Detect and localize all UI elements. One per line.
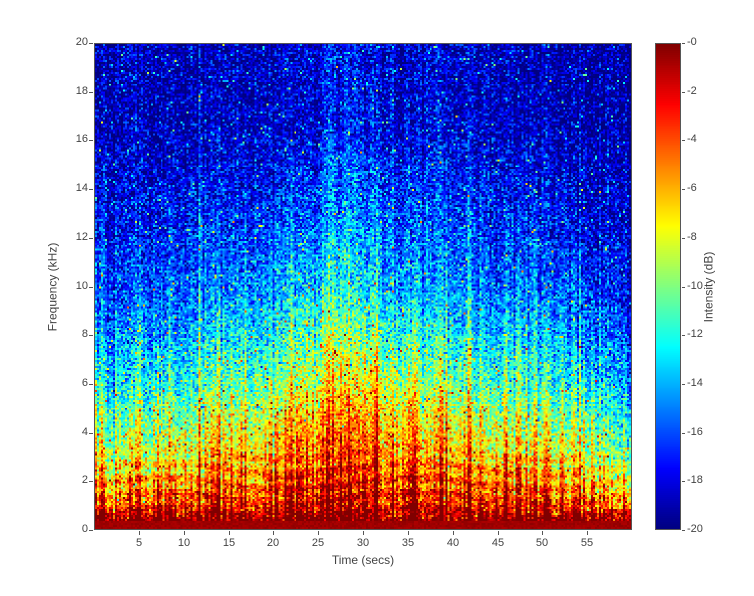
- y-tick-label: 2: [81, 474, 88, 486]
- x-tick-mark: [139, 531, 140, 535]
- colorbar-tick-mark: [682, 335, 685, 336]
- colorbar-tick-mark: [682, 481, 685, 482]
- y-tick-label: 14: [75, 182, 88, 194]
- y-axis-label: Frequency (kHz): [45, 242, 59, 331]
- y-tick-label: 6: [81, 377, 88, 389]
- y-tick-mark: [89, 287, 93, 288]
- y-tick-label: 16: [75, 133, 88, 145]
- x-tick-label: 35: [401, 537, 415, 549]
- y-tick-label: 8: [81, 328, 88, 340]
- colorbar-tick-label: -18: [687, 474, 703, 486]
- y-tick-label: 12: [75, 231, 88, 243]
- y-tick-mark: [89, 238, 93, 239]
- y-tick-mark: [89, 335, 93, 336]
- y-tick-mark: [89, 384, 93, 385]
- x-axis-label: Time (secs): [331, 553, 395, 567]
- y-tick-mark: [89, 433, 93, 434]
- colorbar-tick-label: -4: [687, 133, 697, 145]
- y-tick-label: 0: [81, 523, 88, 535]
- spectrogram-heatmap: [94, 43, 632, 530]
- x-tick-label: 10: [177, 537, 191, 549]
- colorbar-tick-label: -6: [687, 182, 697, 194]
- x-tick-label: 15: [222, 537, 236, 549]
- x-tick-mark: [229, 531, 230, 535]
- colorbar-tick-mark: [682, 238, 685, 239]
- y-tick-mark: [89, 140, 93, 141]
- colorbar-tick-label: -2: [687, 85, 697, 97]
- x-tick-mark: [184, 531, 185, 535]
- x-tick-mark: [273, 531, 274, 535]
- y-tick-label: 18: [75, 85, 88, 97]
- x-tick-label: 20: [266, 537, 280, 549]
- colorbar-tick-mark: [682, 530, 685, 531]
- y-tick-mark: [89, 43, 93, 44]
- x-tick-label: 40: [446, 537, 460, 549]
- y-tick-mark: [89, 189, 93, 190]
- x-tick-mark: [542, 531, 543, 535]
- x-tick-mark: [318, 531, 319, 535]
- x-tick-label: 5: [135, 537, 143, 549]
- colorbar-tick-label: -16: [687, 426, 703, 438]
- y-tick-label: 10: [75, 280, 88, 292]
- x-tick-label: 25: [311, 537, 325, 549]
- x-tick-mark: [587, 531, 588, 535]
- y-tick-mark: [89, 530, 93, 531]
- colorbar-tick-label: -14: [687, 377, 703, 389]
- colorbar-tick-label: -20: [687, 523, 703, 535]
- colorbar-tick-label: -10: [687, 280, 703, 292]
- x-tick-mark: [363, 531, 364, 535]
- colorbar-tick-mark: [682, 92, 685, 93]
- y-tick-mark: [89, 92, 93, 93]
- x-tick-label: 30: [356, 537, 370, 549]
- x-tick-label: 50: [535, 537, 549, 549]
- x-tick-mark: [498, 531, 499, 535]
- x-tick-mark: [408, 531, 409, 535]
- x-tick-mark: [453, 531, 454, 535]
- colorbar-tick-mark: [682, 43, 685, 44]
- colorbar-tick-mark: [682, 140, 685, 141]
- x-tick-label: 55: [580, 537, 594, 549]
- colorbar-tick-mark: [682, 384, 685, 385]
- colorbar-tick-label: -12: [687, 328, 703, 340]
- colorbar: [655, 43, 681, 530]
- colorbar-tick-label: -8: [687, 231, 697, 243]
- y-tick-mark: [89, 481, 93, 482]
- colorbar-tick-mark: [682, 433, 685, 434]
- y-tick-label: 20: [75, 36, 88, 48]
- x-tick-label: 45: [491, 537, 505, 549]
- colorbar-tick-label: -0: [687, 36, 697, 48]
- colorbar-tick-mark: [682, 189, 685, 190]
- colorbar-tick-mark: [682, 287, 685, 288]
- y-tick-label: 4: [81, 426, 88, 438]
